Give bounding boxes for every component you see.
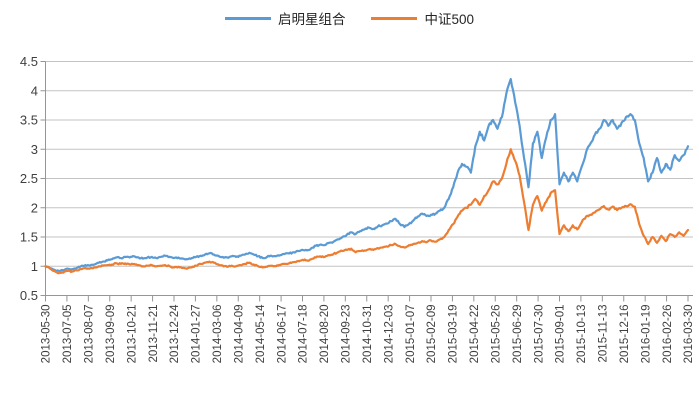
y-axis-label: 2.5 bbox=[20, 171, 38, 186]
legend-label-zhongzheng500: 中证500 bbox=[424, 12, 475, 27]
x-axis-label: 2013-07-05 bbox=[62, 305, 74, 364]
y-axis-label: 2 bbox=[31, 200, 38, 215]
x-axis-label: 2013-11-21 bbox=[148, 305, 160, 363]
x-axis-label: 2013-09-09 bbox=[105, 305, 117, 364]
x-axis-label: 2015-01-07 bbox=[405, 305, 417, 364]
legend-item-zhongzheng500: 中证500 bbox=[371, 8, 474, 28]
x-axis-label: 2015-12-16 bbox=[619, 305, 631, 364]
legend-label-qimingxing: 启明星组合 bbox=[277, 12, 346, 27]
legend-line-swatch-orange bbox=[371, 16, 418, 20]
x-axis-label: 2015-11-13 bbox=[598, 305, 610, 363]
y-axis-label: 3 bbox=[31, 142, 38, 157]
x-axis-label: 2013-08-07 bbox=[84, 305, 96, 364]
y-axis-label: 1 bbox=[31, 259, 38, 274]
x-axis-label: 2015-02-09 bbox=[426, 305, 438, 364]
series-line-zhongzheng500 bbox=[44, 148, 690, 275]
x-axis-label: 2014-09-23 bbox=[341, 305, 353, 364]
x-axis-label: 2014-07-18 bbox=[298, 305, 310, 364]
x-axis-label: 2016-01-19 bbox=[640, 305, 652, 364]
series-line-qimingxing bbox=[44, 77, 690, 273]
x-axis-label: 2015-06-29 bbox=[512, 305, 524, 364]
x-axis-label: 2015-10-13 bbox=[576, 305, 588, 364]
x-axis-label: 2015-05-26 bbox=[490, 305, 502, 364]
x-axis-label: 2014-06-17 bbox=[276, 305, 288, 364]
chart-legend: 启明星组合 中证500 bbox=[0, 8, 699, 28]
x-axis-label: 2014-03-06 bbox=[212, 305, 224, 364]
x-axis-label: 2013-10-21 bbox=[126, 305, 138, 364]
x-axis-label: 2013-05-30 bbox=[41, 305, 53, 364]
x-axis-label: 2014-05-14 bbox=[255, 304, 267, 363]
y-axis-label: 3.5 bbox=[20, 113, 38, 128]
x-axis-label: 2016-03-30 bbox=[683, 305, 695, 364]
x-axis-label: 2015-04-22 bbox=[469, 305, 481, 364]
y-axis-label: 0.5 bbox=[20, 288, 38, 303]
x-axis-label: 2015-09-01 bbox=[555, 305, 567, 364]
x-axis-label: 2015-07-30 bbox=[533, 305, 545, 364]
x-axis-label: 2014-10-31 bbox=[362, 305, 374, 364]
legend-item-qimingxing: 启明星组合 bbox=[224, 8, 346, 28]
x-axis-label: 2014-08-20 bbox=[319, 305, 331, 364]
legend-line-swatch-blue bbox=[224, 16, 271, 20]
y-axis-label: 4.5 bbox=[20, 54, 38, 69]
x-axis-label: 2013-12-24 bbox=[169, 304, 181, 363]
x-axis-label: 2014-12-03 bbox=[383, 305, 395, 364]
x-axis-label: 2014-01-27 bbox=[191, 305, 203, 364]
y-axis-label: 1.5 bbox=[20, 230, 38, 245]
x-axis-label: 2014-04-09 bbox=[233, 305, 245, 364]
x-axis-label: 2015-03-19 bbox=[448, 305, 460, 364]
y-axis-label: 4 bbox=[31, 83, 38, 98]
x-axis-label: 2016-02-26 bbox=[662, 305, 674, 364]
